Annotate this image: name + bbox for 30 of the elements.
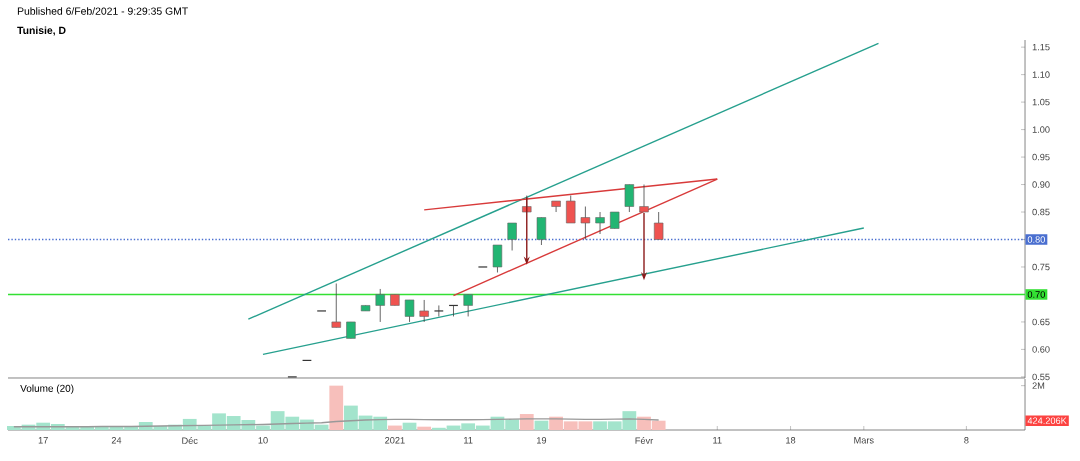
x-tick-label: 24 xyxy=(111,437,122,444)
ref-line-label: 0.70 xyxy=(1027,291,1045,298)
y-tick-label: 0.65 xyxy=(1032,318,1050,326)
ref-line-label: 0.80 xyxy=(1027,236,1045,243)
y-tick-label: 0.85 xyxy=(1032,208,1050,216)
x-tick-label: 18 xyxy=(786,437,796,444)
x-tick-label: 11 xyxy=(464,437,473,444)
x-tick-label: Mars xyxy=(854,437,874,444)
y-tick-label: 2M xyxy=(1032,382,1045,389)
x-tick-label: Févr xyxy=(635,437,654,444)
chart-title: Tunisie, D xyxy=(17,26,66,36)
y-tick-label: 0.90 xyxy=(1032,181,1050,188)
x-tick-label: Déc xyxy=(182,437,198,444)
y-tick-label: 1.00 xyxy=(1032,126,1050,133)
x-tick-label: 19 xyxy=(537,437,547,444)
y-tick-label: 0.75 xyxy=(1032,263,1050,271)
y-tick-label: 0.60 xyxy=(1032,346,1050,353)
x-tick-label: 10 xyxy=(258,437,268,444)
text: 424.206K xyxy=(1027,417,1067,424)
x-tick-label: 2021 xyxy=(385,437,405,444)
text: Volume (20) xyxy=(20,384,74,394)
y-tick-label: 1.10 xyxy=(1032,71,1050,78)
y-tick-label: 1.15 xyxy=(1032,43,1050,51)
x-tick-label: 17 xyxy=(38,437,48,444)
y-tick-label: 0.95 xyxy=(1032,153,1050,161)
chart-subtitle: Published 6/Feb/2021 - 9:29:35 GMT xyxy=(17,7,188,15)
y-tick-label: 1.05 xyxy=(1032,98,1050,106)
x-tick-label: 8 xyxy=(964,437,969,444)
y-tick-label: 0.55 xyxy=(1032,373,1050,381)
x-tick-label: 11 xyxy=(713,437,722,444)
